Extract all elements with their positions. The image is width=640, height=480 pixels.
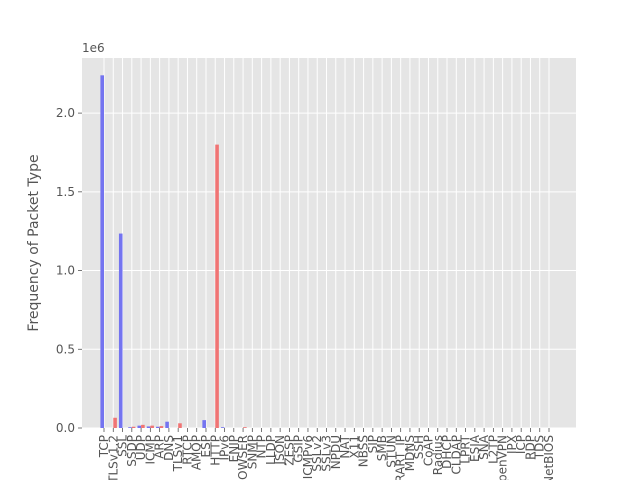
x-tick-label: ARP bbox=[153, 435, 167, 459]
bar bbox=[202, 420, 206, 428]
bar bbox=[156, 426, 160, 428]
x-tick-label: LLDP bbox=[264, 435, 278, 465]
x-tick-label: GSIP bbox=[292, 435, 306, 463]
x-tick-label: ICMPv6 bbox=[301, 435, 315, 479]
x-tick-label: LPRT bbox=[459, 434, 473, 463]
x-tick-label: L2TP bbox=[486, 435, 500, 464]
bar bbox=[220, 427, 225, 428]
x-tick-label: SSL bbox=[116, 435, 130, 457]
x-tick-label: X11 bbox=[347, 435, 361, 459]
x-tick-label: RDP bbox=[523, 435, 537, 460]
x-tick-label: RART_IP bbox=[394, 435, 408, 480]
x-tick-label: TDS bbox=[533, 435, 547, 460]
x-tick-label: JSON bbox=[273, 435, 287, 466]
y-tick-label: 1.5 bbox=[56, 185, 75, 199]
bar bbox=[100, 75, 104, 428]
bar bbox=[159, 426, 164, 428]
x-tick-label: DHCP bbox=[440, 435, 454, 469]
x-tick-label: ESIA bbox=[468, 434, 482, 462]
x-tick-label: SSDP bbox=[125, 435, 139, 467]
bar bbox=[146, 426, 151, 428]
x-tick-label: AMQP bbox=[190, 435, 204, 470]
x-tick-label: NTP bbox=[255, 435, 269, 459]
x-tick-label: ZESP bbox=[282, 435, 296, 466]
x-tick-label: IPv6 bbox=[218, 435, 232, 461]
bar bbox=[118, 233, 123, 428]
x-tick-label: SSLv3 bbox=[320, 435, 334, 472]
x-tick-label: NetBIOS bbox=[542, 435, 556, 480]
x-tick-label: MDNS bbox=[403, 435, 417, 471]
bar bbox=[243, 427, 247, 428]
x-tick-label: CLDAP bbox=[449, 435, 463, 475]
bar bbox=[131, 426, 136, 428]
x-tick-label: SIP bbox=[366, 435, 380, 453]
x-tick-label: SMB bbox=[375, 435, 389, 461]
y-tick-label: 0.5 bbox=[56, 342, 75, 356]
x-tick-label: SNA bbox=[477, 434, 491, 460]
x-tick-label: ESP bbox=[199, 435, 213, 457]
x-tick-label: SSH bbox=[412, 435, 426, 459]
x-tick-label: NAT bbox=[338, 434, 352, 458]
y-tick-label: 2.0 bbox=[56, 106, 75, 120]
y-offset-label: 1e6 bbox=[82, 41, 105, 55]
x-tick-label: IPX bbox=[505, 435, 519, 454]
x-tick-label: Radius bbox=[431, 435, 445, 475]
x-tick-label: HTTP bbox=[208, 435, 222, 466]
x-tick-label: TLSv1.2 bbox=[106, 435, 120, 480]
y-tick-label: 1.0 bbox=[56, 264, 75, 278]
y-axis-label: Frequency of Packet Type bbox=[26, 154, 42, 331]
x-tick-label: TCP bbox=[97, 435, 111, 458]
x-tick-label: ENIP bbox=[227, 435, 241, 462]
x-tick-label: OpenVPN bbox=[496, 435, 510, 480]
y-tick-label: 0.0 bbox=[56, 421, 75, 435]
x-tick-label: UDP bbox=[134, 435, 148, 460]
x-tick-label: ICMP bbox=[143, 435, 157, 465]
x-tick-label: NBSS bbox=[357, 435, 371, 467]
bar bbox=[178, 423, 182, 428]
bar bbox=[113, 417, 117, 428]
bar bbox=[150, 425, 154, 428]
x-tick-label: RTCP bbox=[180, 435, 194, 465]
x-tick-label: BROWSER bbox=[236, 435, 250, 480]
bar bbox=[137, 425, 142, 428]
bar bbox=[165, 421, 169, 428]
x-tick-label: CoAP bbox=[421, 435, 435, 466]
x-tick-label: ICP bbox=[514, 435, 528, 454]
bar bbox=[141, 424, 145, 428]
bar bbox=[128, 427, 132, 428]
x-tick-label: STUN bbox=[384, 435, 398, 468]
x-tick-label: NPDU bbox=[329, 435, 343, 469]
bar bbox=[215, 144, 219, 428]
x-tick-label: SNMP bbox=[245, 435, 259, 469]
x-tick-label: TLSv1 bbox=[171, 435, 185, 472]
x-tick-label: DNS bbox=[162, 435, 176, 461]
x-tick-label: SSLv2 bbox=[310, 435, 324, 472]
